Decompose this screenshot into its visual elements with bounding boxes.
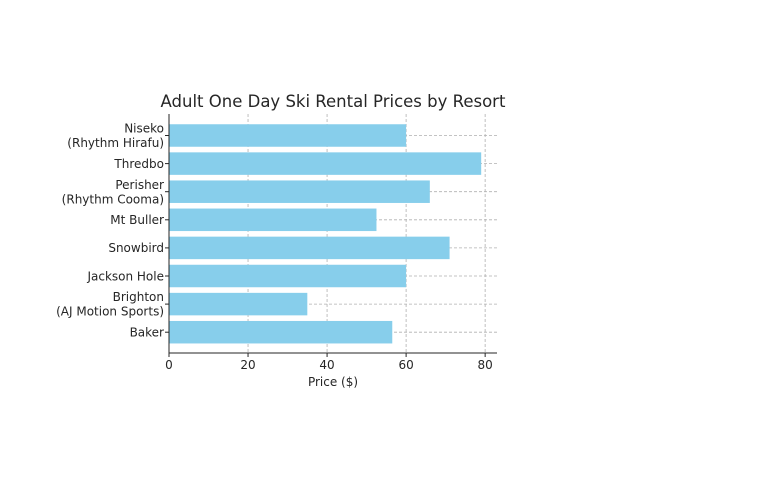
y-tick-label-5: Jackson Hole: [86, 269, 164, 283]
y-tick-label-1: Thredbo: [113, 157, 164, 171]
bar-2: [169, 180, 430, 203]
bars: [169, 124, 482, 344]
y-tick-label-0: Niseko (Rhythm Hirafu): [67, 122, 164, 151]
y-tick-label-4: Snowbird: [108, 241, 164, 255]
y-tick-label-3: Mt Buller: [110, 213, 164, 227]
bar-4: [169, 236, 450, 260]
y-tick-label-7: Baker: [130, 326, 164, 340]
x-tick-label-3: 60: [398, 358, 413, 372]
bar-7: [169, 320, 393, 344]
x-axis-ticks: 0 20 40 60 80: [165, 353, 493, 372]
x-tick-label-0: 0: [165, 358, 173, 372]
y-tick-label-line: Perisher: [115, 178, 164, 192]
y-tick-label-line: Baker: [130, 326, 164, 340]
chart-title: Adult One Day Ski Rental Prices by Resor…: [161, 92, 506, 111]
y-tick-label-line: Thredbo: [113, 157, 164, 171]
y-tick-label-6: Brighton (AJ Motion Sports): [56, 290, 164, 319]
bar-1: [169, 152, 482, 175]
bar-6: [169, 292, 308, 316]
x-tick-label-4: 80: [478, 358, 493, 372]
y-tick-label-line: (Rhythm Cooma): [62, 192, 164, 206]
y-tick-label-2: Perisher (Rhythm Cooma): [62, 178, 164, 207]
bar-5: [169, 264, 407, 288]
bar-0: [169, 124, 407, 147]
x-tick-label-1: 20: [240, 358, 255, 372]
x-tick-label-2: 40: [319, 358, 334, 372]
y-tick-label-line: Niseko: [124, 122, 164, 136]
y-tick-label-line: Snowbird: [108, 241, 164, 255]
y-tick-label-line: (AJ Motion Sports): [56, 305, 164, 319]
y-tick-label-line: (Rhythm Hirafu): [67, 136, 164, 150]
y-tick-label-line: Jackson Hole: [86, 269, 164, 283]
y-tick-label-line: Mt Buller: [110, 213, 164, 227]
y-tick-label-line: Brighton: [113, 290, 164, 304]
grid-lines: [168, 114, 497, 353]
x-axis-label: Price ($): [308, 375, 358, 389]
bar-3: [169, 208, 377, 232]
